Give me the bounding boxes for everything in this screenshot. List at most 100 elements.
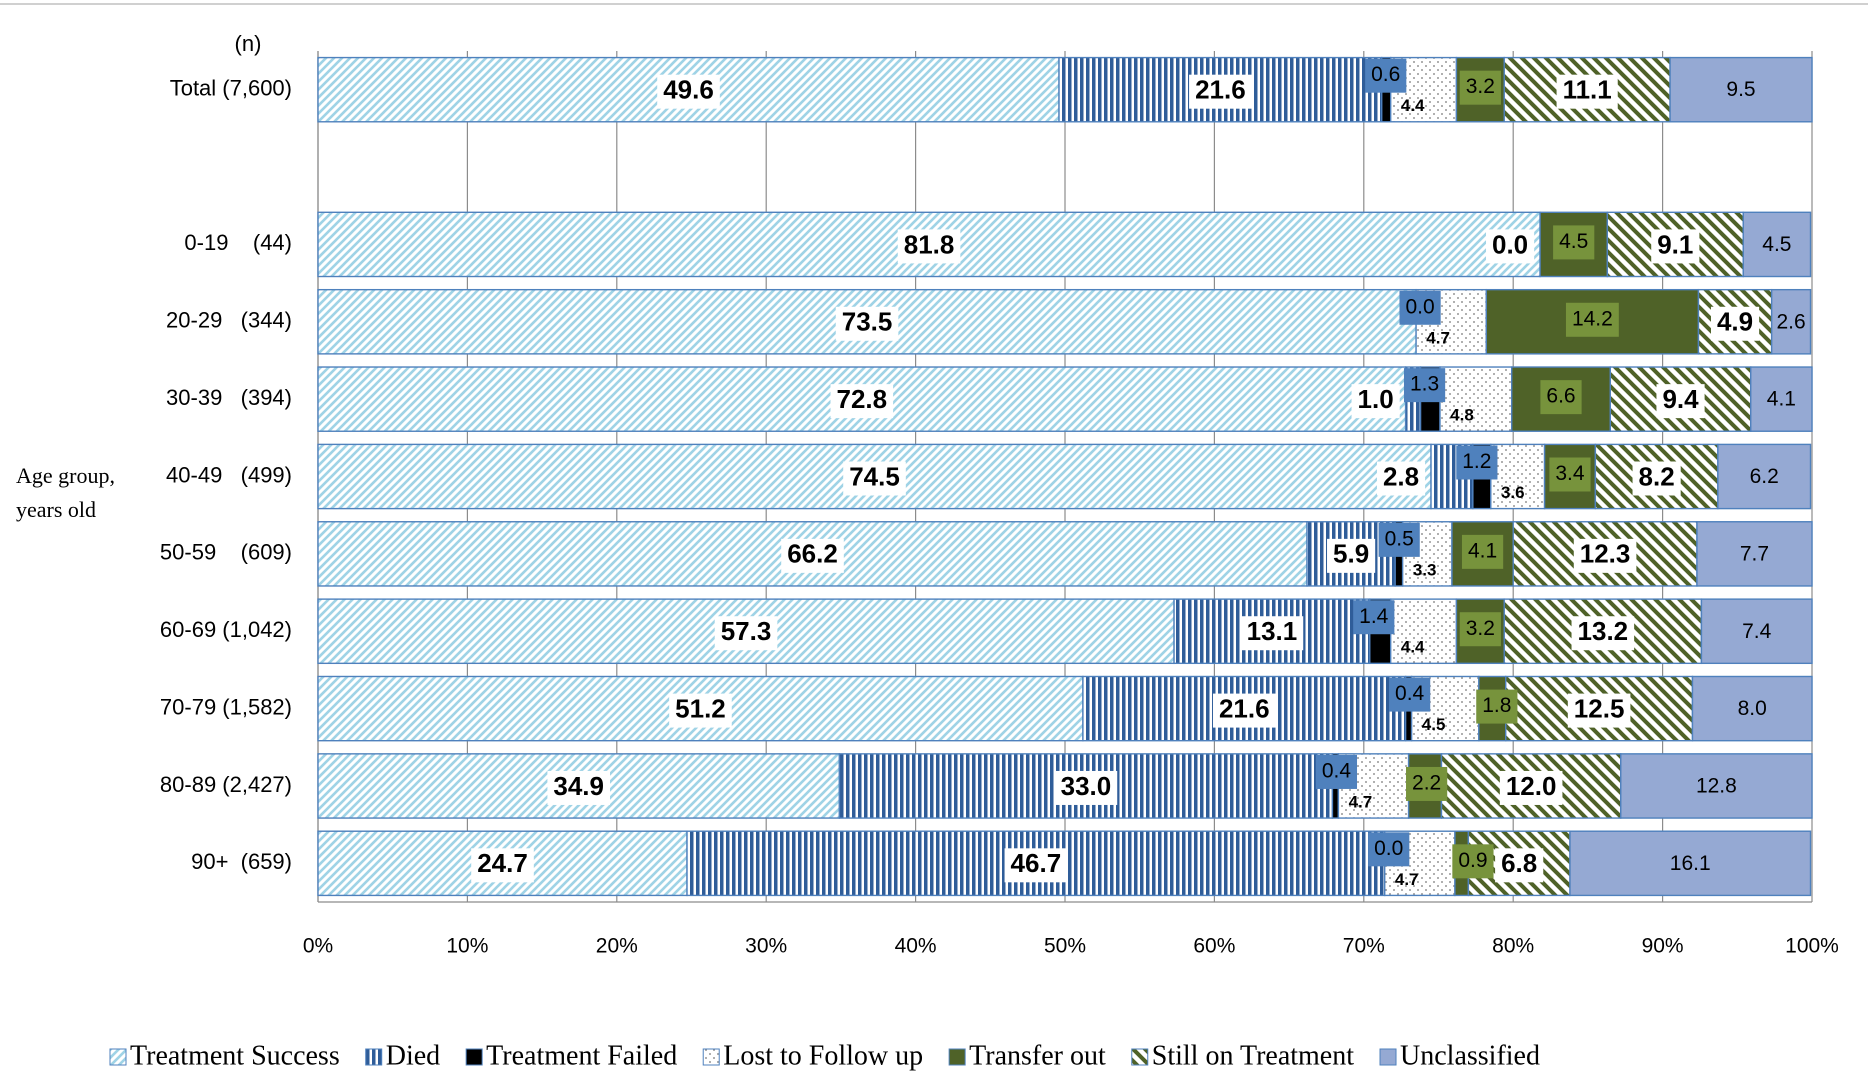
data-label: 16.1 xyxy=(1670,852,1711,875)
data-label: 0.0 xyxy=(1405,295,1434,318)
data-label-box xyxy=(1403,368,1446,403)
legend-label: Transfer out xyxy=(969,1040,1106,1071)
data-label-box xyxy=(781,538,844,573)
legend-label: Still on Treatment xyxy=(1152,1040,1354,1071)
data-label: 1.2 xyxy=(1462,450,1491,473)
x-tick-label: 50% xyxy=(1044,935,1086,958)
data-label-box xyxy=(1540,380,1582,415)
data-label-box xyxy=(1406,766,1448,801)
data-label-box xyxy=(1004,848,1068,883)
data-label-box xyxy=(1315,754,1358,789)
data-label-box xyxy=(1573,538,1637,573)
data-label: 0.4 xyxy=(1395,682,1425,705)
data-label: 8.0 xyxy=(1738,697,1767,720)
x-tick-label: 80% xyxy=(1492,935,1534,958)
data-label-box xyxy=(1212,693,1276,728)
y-axis-label: Age group, xyxy=(16,463,115,488)
x-tick-label: 10% xyxy=(446,935,488,958)
legend-label: Died xyxy=(386,1040,440,1071)
data-label-box xyxy=(669,693,732,728)
legend-label: Lost to Follow up xyxy=(723,1040,923,1071)
data-label-box xyxy=(1389,677,1431,712)
data-label: 2.2 xyxy=(1412,772,1441,795)
data-label: 2.8 xyxy=(1383,461,1419,491)
y-tick-label: 30-39 (394) xyxy=(166,385,292,410)
data-label: 4.1 xyxy=(1468,539,1497,562)
data-label-box xyxy=(1378,522,1420,557)
y-tick-label: 90+ (659) xyxy=(191,849,292,874)
data-label-box xyxy=(471,848,534,883)
data-label: 4.5 xyxy=(1422,715,1446,734)
data-label: 3.2 xyxy=(1466,617,1495,640)
data-label: 2.6 xyxy=(1776,310,1805,333)
data-label: 24.7 xyxy=(477,848,528,878)
data-label-box xyxy=(547,770,611,805)
data-label-box xyxy=(1353,600,1395,635)
data-label: 0.0 xyxy=(1374,837,1403,860)
legend-swatch xyxy=(1131,1048,1149,1066)
data-label: 7.4 xyxy=(1742,620,1772,643)
x-tick-label: 30% xyxy=(745,935,787,958)
data-label: 0.5 xyxy=(1385,527,1414,550)
x-tick-label: 0% xyxy=(303,935,333,958)
data-label-box xyxy=(1710,306,1760,341)
legend-label: Unclassified xyxy=(1400,1040,1540,1071)
data-label: 33.0 xyxy=(1061,771,1112,801)
data-label: 13.1 xyxy=(1247,616,1298,646)
data-label: 12.5 xyxy=(1574,693,1625,723)
bar-segment xyxy=(1691,675,1813,742)
y-tick-label: Total (7,600) xyxy=(170,75,292,100)
data-label: 4.5 xyxy=(1762,233,1791,256)
bar-segment xyxy=(1439,366,1513,432)
data-label: 0.4 xyxy=(1322,760,1352,783)
data-label-box xyxy=(1549,457,1591,492)
data-label-box xyxy=(657,74,720,109)
x-tick-label: 100% xyxy=(1785,935,1839,958)
data-label: 57.3 xyxy=(721,616,772,646)
data-label-box xyxy=(1656,384,1705,419)
data-label: 3.2 xyxy=(1466,75,1495,98)
x-tick-label: 70% xyxy=(1343,935,1385,958)
data-label-box xyxy=(1459,612,1501,647)
data-label: 4.7 xyxy=(1426,328,1450,347)
data-label: 51.2 xyxy=(675,693,726,723)
bar-segment xyxy=(1569,830,1812,897)
data-label-box xyxy=(1476,689,1518,724)
x-tick-label: 20% xyxy=(596,935,638,958)
legend-swatch xyxy=(702,1048,720,1066)
data-label-box xyxy=(1495,848,1544,883)
data-label: 9.1 xyxy=(1657,229,1693,259)
data-label: 72.8 xyxy=(837,384,888,414)
data-label: 1.4 xyxy=(1359,605,1389,628)
data-label-box xyxy=(1365,58,1407,93)
data-label: 3.6 xyxy=(1501,483,1525,502)
data-label: 4.5 xyxy=(1559,230,1588,253)
y-tick-label: 0-19 (44) xyxy=(184,230,292,255)
data-label-box xyxy=(1399,290,1441,325)
data-label: 13.2 xyxy=(1578,616,1629,646)
data-label: 0.9 xyxy=(1458,849,1487,872)
data-label: 21.6 xyxy=(1219,693,1270,723)
data-label: 9.4 xyxy=(1662,384,1699,414)
data-label-box xyxy=(714,616,778,651)
data-label: 66.2 xyxy=(787,539,838,569)
legend-swatch xyxy=(465,1048,483,1066)
y-tick-label: 40-49 (499) xyxy=(166,462,292,487)
data-label: 4.1 xyxy=(1767,388,1796,411)
data-label: 21.6 xyxy=(1195,75,1246,105)
data-label-box xyxy=(897,229,961,264)
data-label-box xyxy=(843,461,906,496)
data-label-box xyxy=(1368,832,1410,867)
data-label: 81.8 xyxy=(904,229,955,259)
bar-segment xyxy=(1700,598,1813,665)
data-label: 12.8 xyxy=(1696,775,1737,798)
data-label: 12.0 xyxy=(1506,771,1557,801)
y-tick-label: 70-79 (1,582) xyxy=(160,694,292,719)
legend-swatch xyxy=(948,1048,966,1066)
bar-segment xyxy=(1669,56,1813,123)
data-label: 7.7 xyxy=(1740,542,1769,565)
data-label: 4.7 xyxy=(1395,870,1419,889)
data-label-box xyxy=(1499,770,1563,805)
data-label: 6.2 xyxy=(1750,465,1779,488)
bar-segment xyxy=(1750,366,1813,432)
